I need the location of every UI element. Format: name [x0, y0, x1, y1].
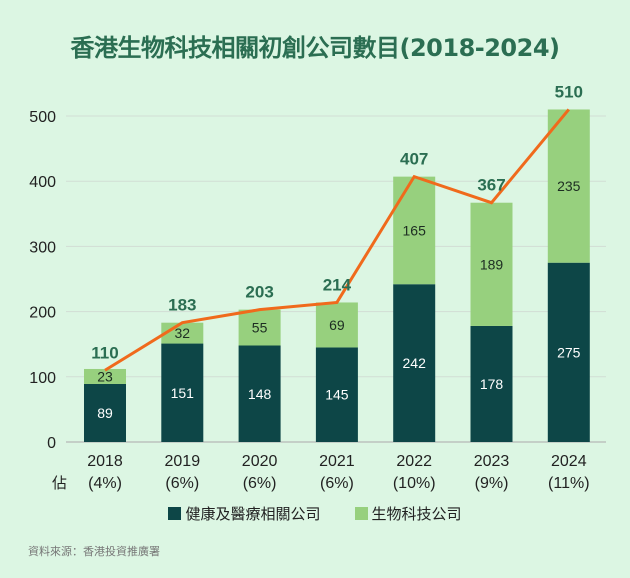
- share-label: 佔: [52, 474, 68, 492]
- data-label: 189: [480, 256, 504, 272]
- data-label: 235: [557, 178, 581, 194]
- bar-segment-health: [161, 343, 204, 442]
- legend-swatch-biotech: [354, 507, 368, 520]
- y-tick-label: 300: [29, 239, 56, 256]
- bar-segment-biotech: [393, 176, 436, 285]
- bar-segment-biotech: [547, 109, 590, 263]
- bar-segment-biotech: [238, 309, 281, 346]
- bar-segment-health: [470, 325, 513, 442]
- y-tick-label: 500: [29, 109, 56, 126]
- legend-label-biotech: 生物科技公司: [371, 505, 462, 523]
- total-label: 183: [168, 296, 196, 315]
- x-tick-share: (10%): [393, 475, 436, 492]
- bar-segment-biotech: [84, 368, 126, 384]
- data-label: 89: [97, 405, 113, 421]
- data-label: 165: [403, 222, 427, 238]
- x-tick-label: 2020: [242, 453, 278, 470]
- data-label: 275: [557, 344, 581, 360]
- data-label: 69: [329, 317, 345, 333]
- data-label: 151: [171, 385, 195, 401]
- bar-segment-health: [238, 345, 281, 442]
- x-tick-share: (11%): [548, 475, 590, 492]
- legend-label-health: 健康及醫療相關公司: [185, 505, 321, 523]
- legend: 健康及醫療相關公司 生物科技公司: [0, 503, 630, 524]
- total-line: [104, 108, 570, 372]
- chart-title: 香港生物科技相關初創公司數目(2018-2024): [70, 34, 561, 62]
- data-label: 32: [175, 325, 191, 341]
- bar-segment-biotech: [315, 302, 358, 348]
- y-tick-label: 0: [47, 435, 56, 452]
- y-tick-label: 100: [29, 370, 56, 387]
- data-label: 242: [403, 355, 427, 371]
- total-label: 510: [555, 82, 583, 101]
- data-label: 55: [252, 320, 268, 336]
- x-tick-label: 2023: [474, 453, 510, 470]
- x-tick-label: 2021: [319, 453, 355, 470]
- legend-item-biotech: 生物科技公司: [354, 503, 462, 524]
- x-tick-share: (9%): [475, 475, 509, 492]
- x-tick-label: 2022: [396, 453, 432, 470]
- data-label: 145: [325, 387, 349, 403]
- bar-segment-health: [393, 284, 436, 442]
- x-tick-label: 2018: [87, 453, 123, 470]
- total-label: 214: [323, 275, 352, 294]
- total-label: 407: [400, 150, 428, 169]
- x-tick-share: (6%): [320, 475, 354, 492]
- x-tick-share: (6%): [243, 475, 277, 492]
- total-label: 367: [477, 176, 505, 195]
- x-tick-share: (4%): [88, 475, 122, 492]
- x-tick-share: (6%): [165, 475, 199, 492]
- bar-segment-health: [547, 262, 590, 442]
- source-note: 資料來源：香港投資推廣署: [28, 545, 160, 558]
- total-label: 203: [245, 283, 273, 302]
- legend-swatch-health: [168, 507, 182, 520]
- data-label: 178: [480, 376, 504, 392]
- total-label: 110: [91, 343, 118, 362]
- data-label: 148: [248, 386, 272, 402]
- y-tick-label: 400: [29, 174, 56, 191]
- legend-item-health: 健康及醫療相關公司: [168, 503, 321, 524]
- data-label: 23: [97, 368, 113, 384]
- x-tick-label: 2024: [551, 453, 587, 470]
- x-tick-label: 2019: [165, 453, 201, 470]
- bar-segment-biotech: [470, 202, 513, 326]
- bar-segment-health: [84, 383, 126, 442]
- y-tick-label: 200: [29, 305, 56, 322]
- bar-segment-health: [315, 347, 358, 442]
